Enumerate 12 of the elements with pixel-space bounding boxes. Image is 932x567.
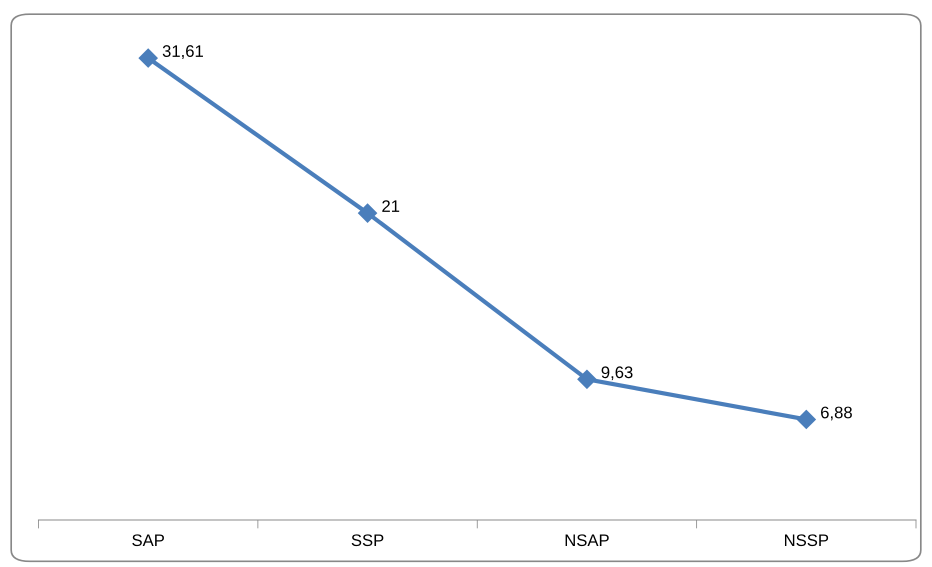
- data-label: 21: [382, 200, 400, 212]
- x-tick-label: SAP: [132, 534, 164, 546]
- data-label: 9,63: [602, 366, 633, 380]
- point: [796, 410, 816, 429]
- data-label: 6,88: [821, 406, 852, 420]
- x-tick-label: NSAP: [566, 534, 609, 546]
- data-label: 31,61: [162, 45, 203, 59]
- point: [577, 370, 596, 389]
- x-tick-label: SSP: [352, 534, 384, 546]
- point: [358, 204, 378, 223]
- point: [138, 48, 158, 68]
- x-tick-label: NSSP: [784, 534, 828, 546]
